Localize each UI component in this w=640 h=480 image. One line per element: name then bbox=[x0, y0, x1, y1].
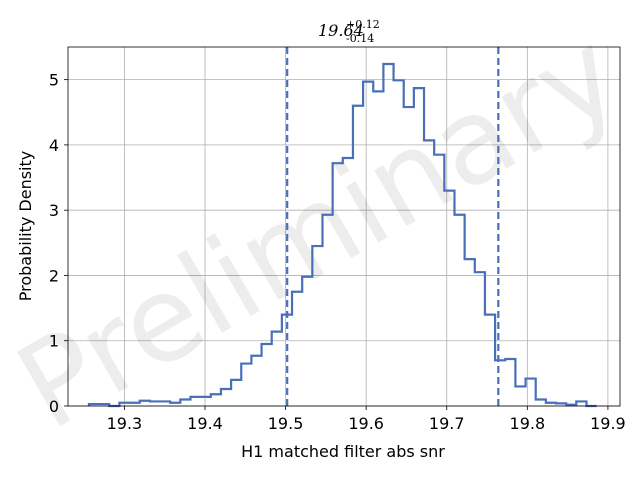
x-tick-label: 19.9 bbox=[590, 414, 626, 433]
y-tick-label: 5 bbox=[49, 71, 59, 90]
title-lower-error: -0.14 bbox=[346, 32, 374, 45]
watermark-text: Preliminary bbox=[0, 4, 640, 457]
x-tick-label: 19.3 bbox=[107, 414, 143, 433]
chart-title: 19.64 bbox=[318, 21, 364, 40]
x-axis-label: H1 matched filter abs snr bbox=[241, 442, 445, 461]
x-tick-label: 19.6 bbox=[348, 414, 384, 433]
y-tick-label: 0 bbox=[49, 397, 59, 416]
plot-frame bbox=[67, 46, 621, 407]
y-tick-label: 2 bbox=[49, 266, 59, 285]
grid bbox=[68, 47, 620, 407]
credible-interval-lines bbox=[286, 47, 500, 406]
y-tick-label: 3 bbox=[49, 201, 59, 220]
x-tick-label: 19.7 bbox=[429, 414, 465, 433]
x-tick-label: 19.8 bbox=[510, 414, 546, 433]
title-upper-error: +0.12 bbox=[346, 18, 380, 31]
histogram-series-line bbox=[87, 62, 597, 408]
title-value: 19.64 bbox=[318, 21, 364, 40]
y-tick-label: 1 bbox=[49, 332, 59, 351]
x-tick-label: 19.5 bbox=[268, 414, 304, 433]
x-tick-label: 19.4 bbox=[187, 414, 223, 433]
y-axis-label: Probability Density bbox=[16, 151, 35, 302]
y-tick-label: 4 bbox=[49, 136, 59, 155]
axis-ticks: 19.3 19.4 19.5 19.6 19.7 19.8 19.9 0 1 2 3 4 5 bbox=[49, 71, 626, 433]
